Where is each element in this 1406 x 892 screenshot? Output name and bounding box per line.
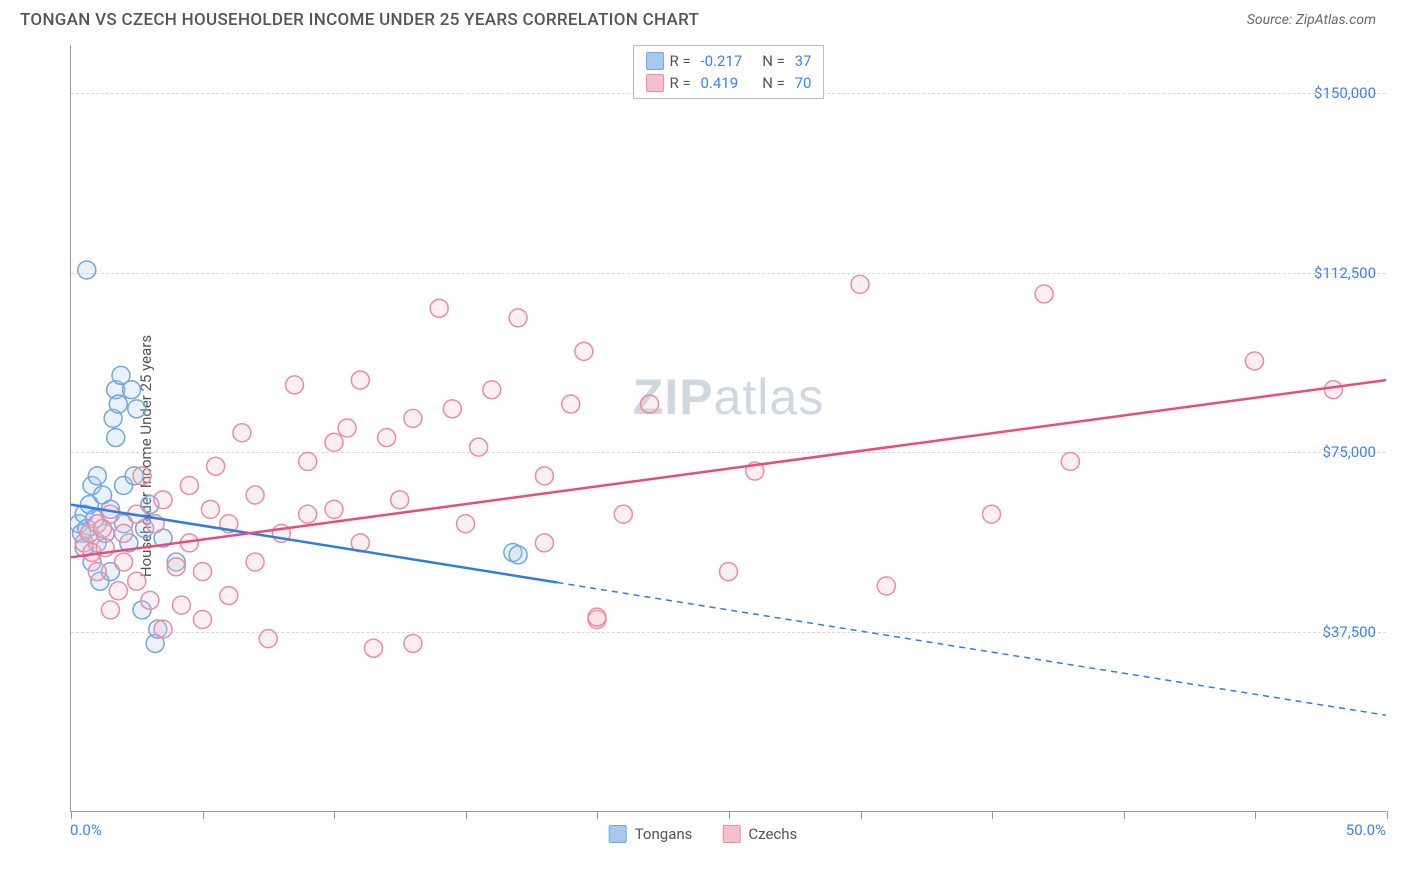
data-point <box>378 429 396 447</box>
data-point <box>351 371 369 389</box>
x-tick <box>1255 811 1256 819</box>
data-point <box>1324 381 1342 399</box>
data-point <box>614 505 632 523</box>
data-point <box>443 400 461 418</box>
stats-row-tongans: R = -0.217 N = 37 <box>646 50 812 72</box>
plot-area: ZIPatlas R = -0.217 N = 37 R = 0.419 N =… <box>70 45 1386 812</box>
data-point <box>141 591 159 609</box>
data-point <box>246 553 264 571</box>
data-point <box>246 486 264 504</box>
data-point <box>109 395 127 413</box>
data-point <box>233 424 251 442</box>
x-tick <box>334 811 335 819</box>
data-point <box>299 505 317 523</box>
data-point <box>207 457 225 475</box>
swatch-czechs-icon <box>722 825 740 843</box>
correlation-stats-box: R = -0.217 N = 37 R = 0.419 N = 70 <box>633 45 825 99</box>
data-point <box>109 582 127 600</box>
x-tick <box>729 811 730 819</box>
x-tick <box>992 811 993 819</box>
chart-title: TONGAN VS CZECH HOUSEHOLDER INCOME UNDER… <box>20 10 699 30</box>
data-point <box>101 601 119 619</box>
data-point <box>470 438 488 456</box>
data-point <box>562 395 580 413</box>
data-point <box>509 546 527 564</box>
legend: Tongans Czechs <box>609 825 798 843</box>
legend-item-tongans: Tongans <box>609 825 693 843</box>
data-point <box>364 639 382 657</box>
data-point <box>194 611 212 629</box>
data-point <box>535 534 553 552</box>
data-point <box>194 563 212 581</box>
data-point <box>877 577 895 595</box>
data-point <box>220 587 238 605</box>
scatter-plot-svg <box>71 45 1386 811</box>
data-point <box>115 524 133 542</box>
x-tick <box>1124 811 1125 819</box>
data-point <box>641 395 659 413</box>
data-point <box>167 558 185 576</box>
stats-row-czechs: R = 0.419 N = 70 <box>646 72 812 94</box>
data-point <box>107 429 125 447</box>
data-point <box>588 608 606 626</box>
data-point <box>88 563 106 581</box>
source-attribution: Source: ZipAtlas.com <box>1247 12 1376 28</box>
data-point <box>1246 352 1264 370</box>
data-point <box>404 409 422 427</box>
x-tick <box>203 811 204 819</box>
data-point <box>457 515 475 533</box>
data-point <box>154 491 172 509</box>
data-point <box>720 563 738 581</box>
data-point <box>509 309 527 327</box>
data-point <box>983 505 1001 523</box>
data-point <box>180 476 198 494</box>
data-point <box>430 299 448 317</box>
trend-line-solid <box>71 380 1386 557</box>
data-point <box>299 453 317 471</box>
x-tick <box>861 811 862 819</box>
data-point <box>78 261 96 279</box>
swatch-czechs <box>646 74 664 92</box>
x-tick <box>597 811 598 819</box>
data-point <box>172 596 190 614</box>
data-point <box>575 342 593 360</box>
chart-container: Householder Income Under 25 years ZIPatl… <box>20 45 1386 867</box>
data-point <box>115 553 133 571</box>
data-point <box>535 467 553 485</box>
x-tick <box>466 811 467 819</box>
data-point <box>391 491 409 509</box>
data-point <box>88 467 106 485</box>
data-point <box>404 634 422 652</box>
trend-line-dashed <box>558 583 1386 716</box>
data-point <box>122 381 140 399</box>
swatch-tongans <box>646 52 664 70</box>
x-tick <box>1387 811 1388 819</box>
data-point <box>1035 285 1053 303</box>
data-point <box>133 467 151 485</box>
data-point <box>338 419 356 437</box>
legend-label: Czechs <box>748 825 797 843</box>
data-point <box>286 376 304 394</box>
data-point <box>1061 453 1079 471</box>
x-axis-min-label: 0.0% <box>70 821 102 839</box>
data-point <box>201 500 219 518</box>
data-point <box>483 381 501 399</box>
data-point <box>154 620 172 638</box>
data-point <box>325 433 343 451</box>
legend-label: Tongans <box>635 825 693 843</box>
legend-item-czechs: Czechs <box>722 825 797 843</box>
data-point <box>325 500 343 518</box>
data-point <box>259 630 277 648</box>
swatch-tongans-icon <box>609 825 627 843</box>
x-tick <box>71 811 72 819</box>
x-axis-max-label: 50.0% <box>1346 821 1386 839</box>
data-point <box>128 572 146 590</box>
data-point <box>101 505 119 523</box>
data-point <box>851 275 869 293</box>
data-point <box>128 400 146 418</box>
